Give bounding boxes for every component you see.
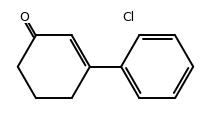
Text: O: O — [20, 10, 30, 23]
Text: Cl: Cl — [122, 11, 134, 24]
